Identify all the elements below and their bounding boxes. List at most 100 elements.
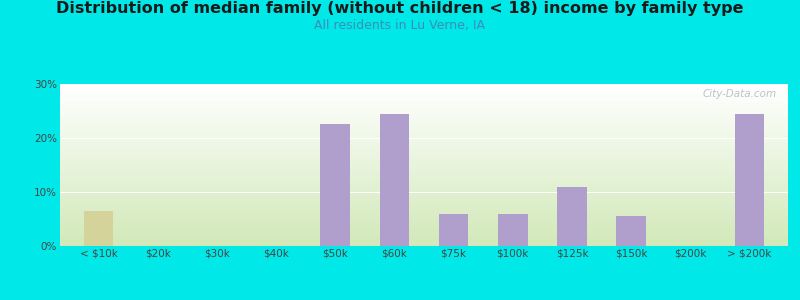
Bar xyxy=(60,141,788,142)
Bar xyxy=(60,95,788,96)
Bar xyxy=(60,203,788,204)
Bar xyxy=(60,122,788,123)
Bar xyxy=(498,214,527,246)
Bar xyxy=(60,209,788,210)
Bar xyxy=(60,193,788,194)
Bar xyxy=(60,176,788,177)
Bar xyxy=(60,135,788,136)
Bar xyxy=(60,237,788,238)
Bar xyxy=(60,188,788,189)
Bar xyxy=(60,151,788,152)
Bar xyxy=(60,219,788,220)
Bar xyxy=(60,220,788,221)
Bar xyxy=(60,208,788,209)
Bar xyxy=(60,124,788,125)
Bar xyxy=(60,115,788,116)
Bar xyxy=(60,207,788,208)
Bar xyxy=(60,150,788,151)
Bar xyxy=(60,107,788,108)
Bar xyxy=(60,202,788,203)
Bar xyxy=(60,177,788,178)
Bar xyxy=(616,216,646,246)
Bar xyxy=(60,114,788,115)
Bar xyxy=(60,178,788,179)
Bar xyxy=(60,167,788,168)
Bar xyxy=(60,87,788,88)
Bar xyxy=(60,169,788,170)
Bar xyxy=(60,235,788,236)
Bar xyxy=(60,106,788,107)
Bar xyxy=(60,156,788,157)
Bar xyxy=(60,99,788,100)
Bar xyxy=(60,234,788,235)
Bar xyxy=(60,233,788,234)
Bar xyxy=(60,230,788,231)
Bar xyxy=(60,98,788,99)
Bar xyxy=(60,190,788,191)
Bar xyxy=(60,183,788,184)
Bar xyxy=(60,94,788,95)
Bar xyxy=(60,212,788,213)
Bar xyxy=(60,171,788,172)
Bar xyxy=(60,175,788,176)
Bar xyxy=(60,155,788,156)
Bar xyxy=(60,165,788,166)
Bar xyxy=(60,192,788,193)
Bar xyxy=(60,238,788,239)
Bar xyxy=(60,174,788,175)
Bar xyxy=(60,157,788,158)
Bar xyxy=(60,129,788,130)
Bar xyxy=(60,213,788,214)
Bar xyxy=(60,226,788,227)
Bar xyxy=(60,130,788,131)
Bar xyxy=(60,93,788,94)
Bar xyxy=(60,214,788,215)
Bar xyxy=(60,197,788,198)
Bar xyxy=(60,89,788,90)
Bar xyxy=(60,244,788,245)
Bar xyxy=(60,105,788,106)
Bar xyxy=(60,100,788,101)
Bar xyxy=(60,113,788,114)
Bar xyxy=(60,240,788,241)
Bar xyxy=(60,216,788,217)
Bar xyxy=(557,187,586,246)
Bar xyxy=(60,187,788,188)
Bar xyxy=(60,228,788,229)
Bar xyxy=(60,223,788,224)
Bar xyxy=(60,196,788,197)
Bar xyxy=(60,131,788,132)
Bar xyxy=(60,242,788,243)
Bar xyxy=(60,123,788,124)
Bar xyxy=(60,109,788,110)
Bar xyxy=(60,227,788,228)
Bar xyxy=(60,128,788,129)
Bar xyxy=(60,133,788,134)
Bar xyxy=(60,136,788,137)
Bar xyxy=(60,101,788,102)
Bar xyxy=(60,110,788,111)
Bar xyxy=(60,125,788,126)
Bar xyxy=(60,146,788,147)
Bar xyxy=(60,142,788,143)
Bar xyxy=(60,232,788,233)
Bar xyxy=(60,173,788,174)
Bar xyxy=(60,85,788,86)
Bar xyxy=(60,137,788,138)
Bar xyxy=(438,214,468,246)
Bar xyxy=(60,103,788,104)
Bar xyxy=(84,211,114,246)
Bar xyxy=(60,199,788,200)
Bar xyxy=(60,236,788,237)
Bar xyxy=(60,206,788,207)
Text: All residents in Lu Verne, IA: All residents in Lu Verne, IA xyxy=(314,20,486,32)
Bar xyxy=(60,211,788,212)
Bar xyxy=(60,147,788,148)
Bar xyxy=(60,160,788,161)
Bar xyxy=(60,222,788,223)
Bar xyxy=(60,185,788,186)
Bar xyxy=(60,96,788,97)
Bar xyxy=(60,132,788,133)
Bar xyxy=(60,154,788,155)
Bar xyxy=(321,124,350,246)
